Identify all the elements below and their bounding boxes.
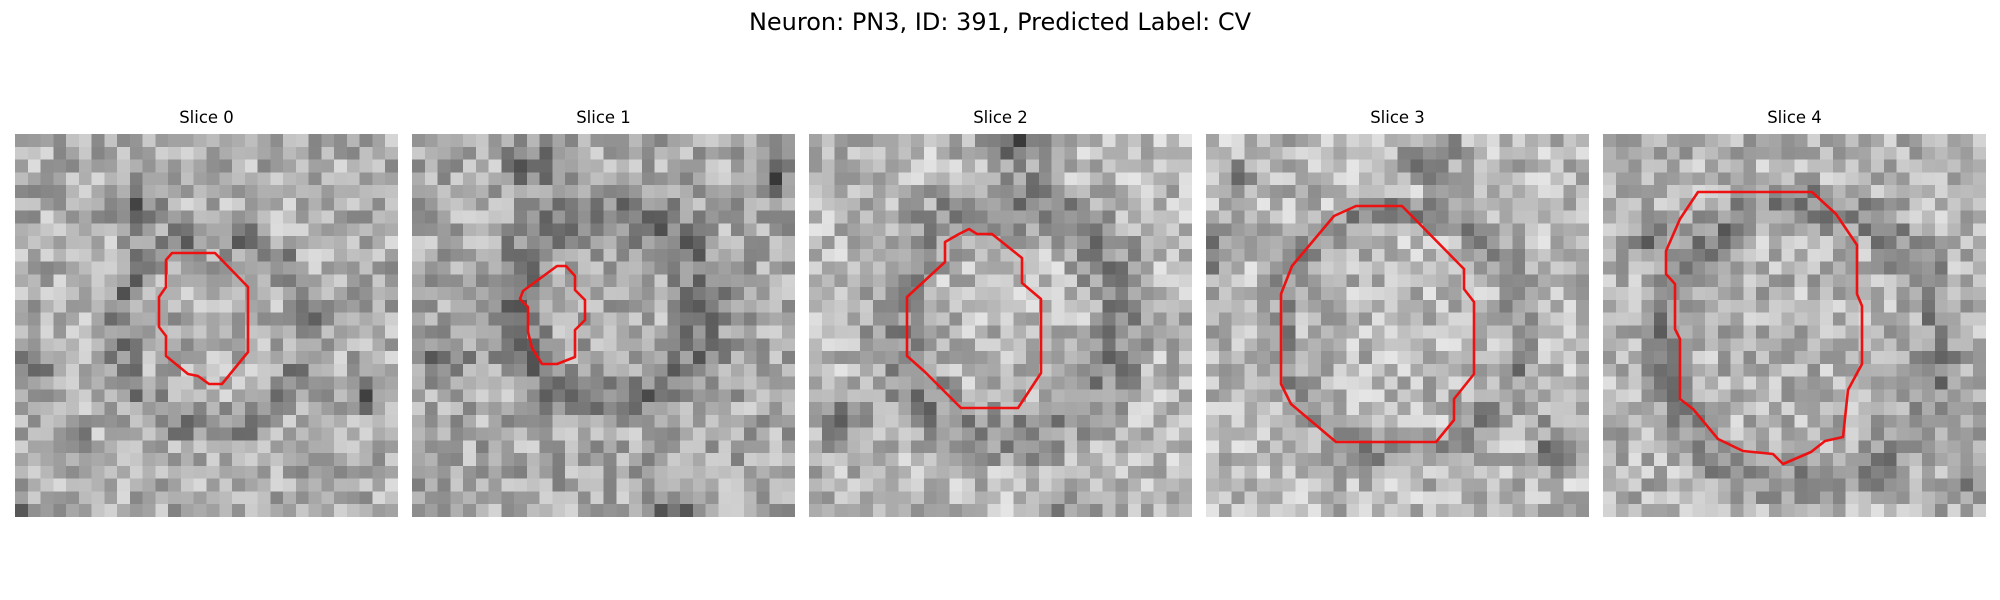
slice-1-panel (412, 134, 795, 517)
slice-3-contour (1279, 204, 1476, 444)
slice-2-contour (905, 227, 1043, 410)
slice-0-panel (15, 134, 398, 517)
slice-0-title: Slice 0 (179, 108, 234, 127)
slice-2-image (809, 134, 1192, 517)
slice-4-title: Slice 4 (1767, 108, 1822, 127)
slice-4-panel (1603, 134, 1986, 517)
slice-2-panel (809, 134, 1192, 517)
slice-3-image (1206, 134, 1589, 517)
slice-1-contour (518, 264, 587, 366)
slice-4-image (1603, 134, 1986, 517)
slice-0-image (15, 134, 398, 517)
slice-2-title: Slice 2 (973, 108, 1028, 127)
slice-4-contour (1664, 190, 1864, 466)
slice-3-title: Slice 3 (1370, 108, 1425, 127)
slice-0-contour (157, 251, 250, 386)
slice-3-panel (1206, 134, 1589, 517)
slice-1-image (412, 134, 795, 517)
figure-title: Neuron: PN3, ID: 391, Predicted Label: C… (748, 8, 1252, 36)
slice-1-title: Slice 1 (576, 108, 631, 127)
